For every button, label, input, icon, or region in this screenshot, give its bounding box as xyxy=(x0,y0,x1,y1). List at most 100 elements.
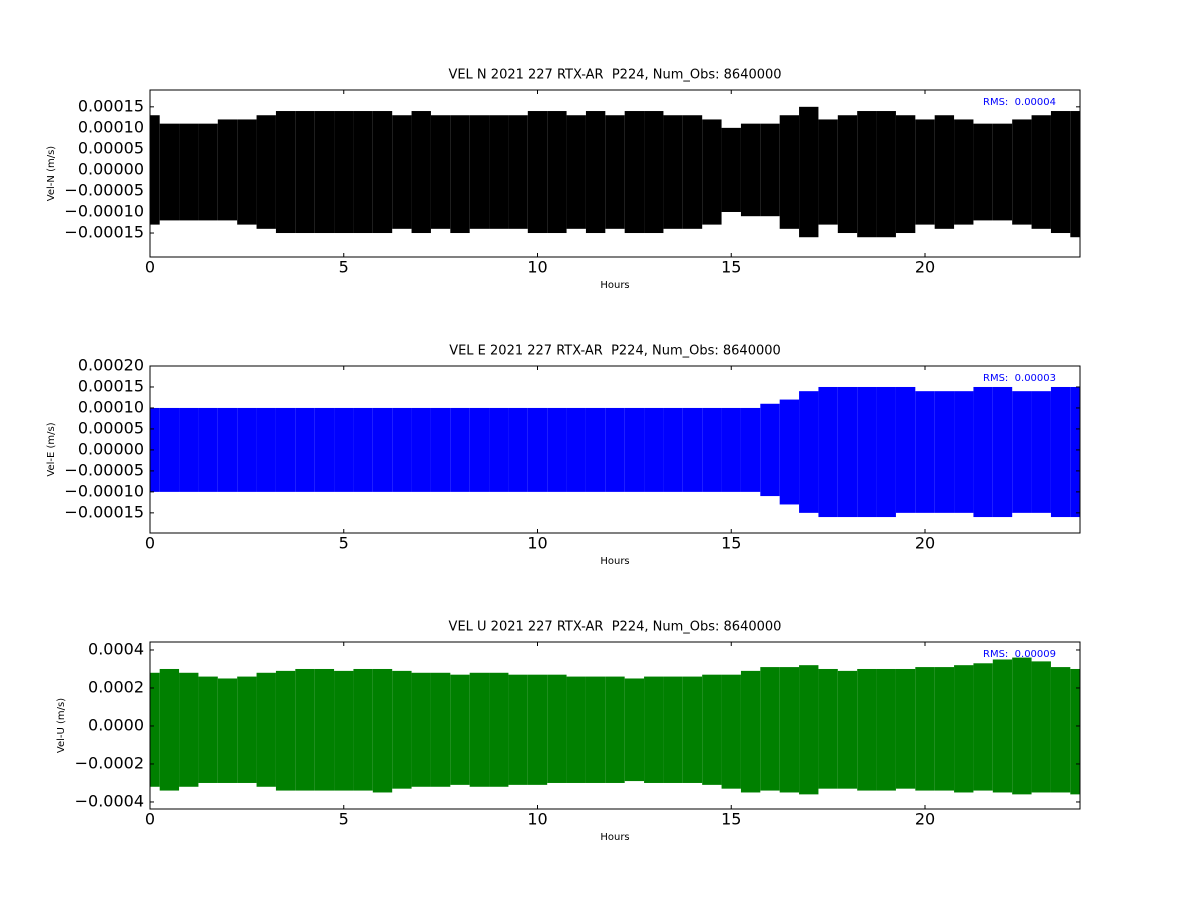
y-tick-label: 0.00000 xyxy=(78,439,144,458)
range-bar xyxy=(779,667,800,793)
panel: VEL E 2021 227 RTX-AR P224, Num_Obs: 864… xyxy=(46,344,1081,567)
range-bar xyxy=(411,672,431,787)
range-bar xyxy=(721,127,741,212)
y-tick-label: −0.00010 xyxy=(64,481,144,500)
range-bar xyxy=(179,672,199,787)
range-bar xyxy=(256,672,276,787)
range-bar xyxy=(818,668,838,789)
range-bar xyxy=(150,115,160,225)
range-bar xyxy=(876,668,896,791)
y-tick-label: 0.0004 xyxy=(88,639,144,658)
range-bar xyxy=(895,115,916,234)
x-tick-label: 15 xyxy=(721,258,741,277)
range-bar xyxy=(876,386,896,518)
range-bar xyxy=(1031,391,1051,513)
range-bar xyxy=(411,407,431,492)
range-bar xyxy=(275,407,296,492)
range-bar xyxy=(857,668,877,791)
range-bar xyxy=(702,119,722,225)
range-bar xyxy=(954,391,974,513)
rms-annotation: RMS: 0.00004 xyxy=(983,97,1056,108)
x-tick-label: 15 xyxy=(721,810,741,829)
range-bar xyxy=(469,115,490,229)
range-bar xyxy=(159,668,180,791)
range-bar xyxy=(508,407,528,492)
range-bar xyxy=(353,111,373,234)
range-bar xyxy=(1031,661,1051,793)
range-bar xyxy=(682,407,703,492)
range-bar xyxy=(605,407,625,492)
range-bar xyxy=(857,111,877,238)
range-bar xyxy=(1070,386,1080,518)
range-bar xyxy=(392,670,412,789)
range-bar xyxy=(779,399,800,505)
panel: VEL N 2021 227 RTX-AR P224, Num_Obs: 864… xyxy=(46,68,1081,291)
range-bar xyxy=(876,111,896,238)
range-bar xyxy=(179,123,199,221)
range-bar xyxy=(663,115,683,229)
x-axis-label: Hours xyxy=(600,556,629,567)
range-bar xyxy=(915,667,935,791)
range-bar xyxy=(837,670,858,789)
range-bar xyxy=(198,676,218,783)
y-tick-label: 0.00015 xyxy=(78,376,144,395)
x-axis-label: Hours xyxy=(600,832,629,843)
range-bar xyxy=(392,115,412,229)
range-bar xyxy=(721,407,741,492)
range-bar xyxy=(818,119,838,225)
range-bar xyxy=(450,674,470,785)
range-bar xyxy=(275,111,296,234)
x-tick-label: 5 xyxy=(339,810,349,829)
range-bar xyxy=(915,119,935,225)
range-bar xyxy=(605,115,625,229)
range-bar xyxy=(740,123,761,217)
range-bar xyxy=(150,672,160,787)
range-bar xyxy=(508,674,528,785)
range-bar xyxy=(547,407,567,492)
y-tick-label: 0.00020 xyxy=(78,356,144,375)
x-tick-label: 20 xyxy=(915,534,935,553)
range-bar xyxy=(566,676,586,783)
chart-title: VEL N 2021 227 RTX-AR P224, Num_Obs: 864… xyxy=(448,68,781,83)
range-bar xyxy=(663,676,683,783)
range-bar xyxy=(411,111,431,234)
range-bar xyxy=(334,670,354,791)
range-bar xyxy=(372,407,393,492)
range-bar xyxy=(1050,667,1071,793)
y-tick-label: 0.0002 xyxy=(88,677,144,696)
range-bar xyxy=(818,386,838,518)
range-bar xyxy=(895,386,916,513)
y-tick-label: −0.00015 xyxy=(64,502,144,521)
x-tick-label: 10 xyxy=(527,258,547,277)
axes-frame xyxy=(149,89,1081,258)
range-bar xyxy=(508,115,528,229)
range-bar xyxy=(527,407,548,492)
range-bar xyxy=(837,386,858,518)
range-bar xyxy=(217,407,238,492)
range-bar xyxy=(934,115,955,229)
y-tick-label: 0.00015 xyxy=(78,96,144,115)
range-bar xyxy=(973,123,993,221)
rms-annotation: RMS: 0.00003 xyxy=(983,373,1056,384)
range-bar xyxy=(799,106,819,238)
x-axis-label: Hours xyxy=(600,280,629,291)
range-bar xyxy=(256,115,276,229)
range-bar xyxy=(740,407,761,492)
range-bar xyxy=(585,676,606,783)
range-bar xyxy=(527,674,548,785)
range-bar xyxy=(1050,386,1071,518)
range-bar xyxy=(295,111,315,234)
range-bar xyxy=(450,407,470,492)
chart-title: VEL U 2021 227 RTX-AR P224, Num_Obs: 864… xyxy=(449,620,782,635)
y-axis-label: Vel-U (m/s) xyxy=(56,698,67,753)
y-tick-label: 0.00010 xyxy=(78,117,144,136)
range-bar xyxy=(1012,119,1032,225)
range-bar xyxy=(334,407,354,492)
range-bar xyxy=(217,119,238,221)
y-tick-label: −0.00005 xyxy=(64,460,144,479)
range-bar xyxy=(721,674,741,789)
panel: VEL U 2021 227 RTX-AR P224, Num_Obs: 864… xyxy=(56,620,1081,843)
y-tick-label: 0.00010 xyxy=(78,397,144,416)
range-bar xyxy=(237,676,257,783)
